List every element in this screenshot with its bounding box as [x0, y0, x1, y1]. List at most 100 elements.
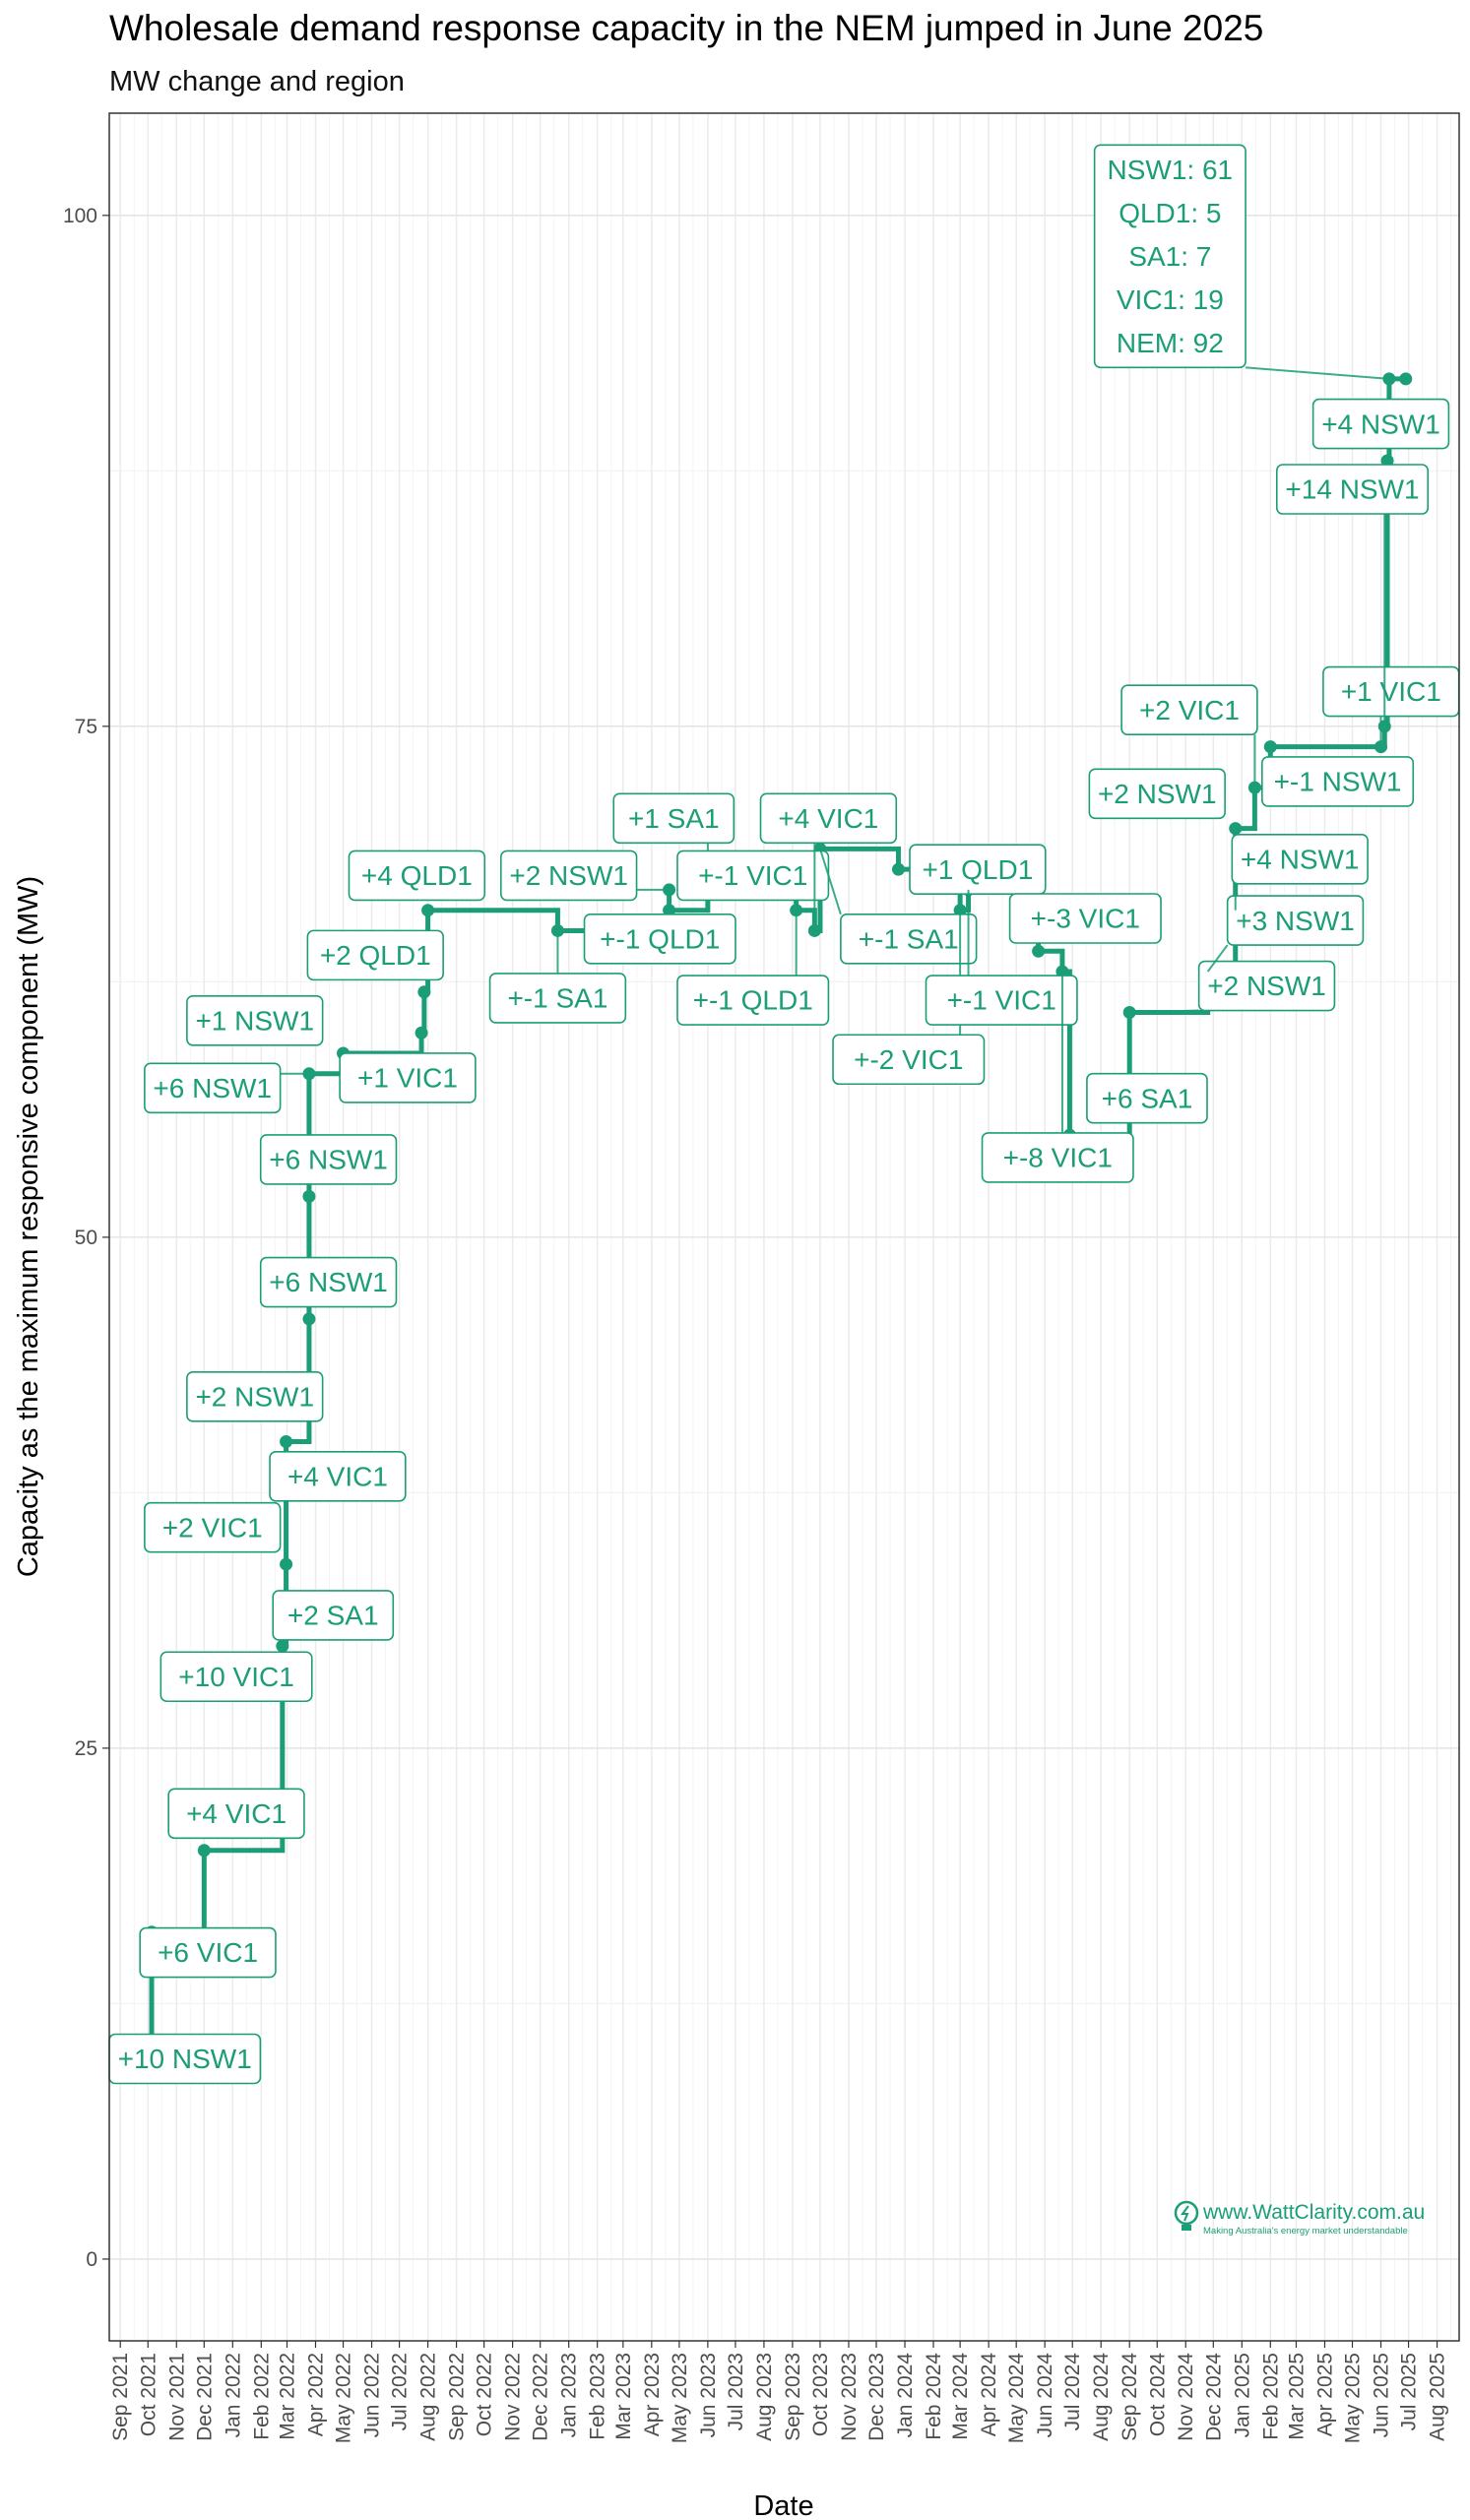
summary-label: SA1: 7 — [1128, 241, 1211, 272]
x-tick-label: May 2022 — [333, 2353, 355, 2443]
data-label: +4 NSW1 — [1241, 844, 1360, 874]
x-tick-label: Sep 2022 — [446, 2353, 469, 2441]
y-tick-label: 25 — [75, 1737, 97, 1760]
data-label: +-3 VIC1 — [1031, 904, 1140, 934]
x-tick-label: Apr 2024 — [978, 2353, 1000, 2437]
data-point — [417, 985, 431, 999]
x-tick-label: Mar 2022 — [276, 2353, 298, 2440]
x-tick-label: Apr 2022 — [304, 2353, 327, 2436]
chart-subtitle: MW change and region — [109, 66, 405, 97]
axes: Sep 2021 Oct 2021 Nov 2021 Dec 2021 Jan 2022… — [63, 205, 1449, 2443]
data-label: +1 VIC1 — [1341, 676, 1441, 707]
data-label-box — [981, 1132, 1134, 1183]
data-label: +6 NSW1 — [153, 1073, 272, 1103]
data-label-box — [909, 844, 1047, 895]
x-tick-label: Jun 2023 — [697, 2353, 720, 2437]
data-point — [197, 1844, 211, 1858]
y-tick-label: 100 — [63, 205, 97, 227]
data-label: +-1 VIC1 — [698, 860, 807, 891]
y-tick-label: 50 — [75, 1227, 97, 1249]
data-label: +2 NSW1 — [509, 860, 628, 891]
data-label-box — [1086, 1072, 1208, 1124]
x-tick-label: Oct 2021 — [137, 2353, 160, 2436]
x-tick-label: Jan 2024 — [894, 2353, 917, 2438]
x-tick-label: Oct 2023 — [809, 2353, 832, 2436]
x-tick-label: Jul 2024 — [1061, 2353, 1084, 2431]
x-tick-label: Feb 2024 — [923, 2353, 945, 2440]
y-axis-title: Capacity as the maximum responsive compo… — [13, 876, 44, 1577]
data-label-box — [160, 1651, 313, 1703]
x-tick-label: Dec 2024 — [1202, 2353, 1225, 2441]
data-label-box — [1261, 756, 1415, 807]
chart-title: Wholesale demand response capacity in th… — [109, 8, 1263, 48]
watermark-tagline: Making Australia's energy market underst… — [1203, 2226, 1408, 2236]
data-label: +6 VIC1 — [158, 1937, 258, 1968]
data-label-box — [832, 1034, 986, 1086]
data-label: +10 VIC1 — [178, 1662, 294, 1692]
summary-label: VIC1: 19 — [1117, 284, 1224, 315]
x-tick-label: May 2025 — [1342, 2353, 1365, 2443]
data-point — [1399, 372, 1413, 386]
data-label-box — [306, 929, 444, 981]
x-tick-label: Mar 2023 — [612, 2353, 635, 2440]
x-tick-label: Jul 2023 — [725, 2353, 747, 2430]
data-label: +2 QLD1 — [320, 940, 431, 971]
data-label: +4 VIC1 — [186, 1798, 287, 1829]
data-label: +2 SA1 — [288, 1601, 379, 1631]
data-point — [663, 904, 676, 917]
x-tick-label: Jan 2025 — [1231, 2353, 1253, 2437]
watermark: www.WattClarity.com.au Making Australia's… — [1174, 2200, 1425, 2236]
x-tick-label: Mar 2025 — [1285, 2353, 1308, 2440]
data-label: +2 VIC1 — [1139, 695, 1240, 725]
data-point — [415, 1026, 428, 1040]
x-tick-label: Sep 2024 — [1118, 2353, 1141, 2441]
x-tick-label: Jul 2022 — [389, 2353, 412, 2430]
x-tick-label: Feb 2023 — [587, 2353, 609, 2440]
x-tick-label: Dec 2022 — [530, 2353, 552, 2441]
x-tick-label: Nov 2024 — [1175, 2353, 1197, 2441]
data-label-box — [1088, 768, 1226, 820]
label-leader-line — [1206, 944, 1229, 973]
data-label-box — [139, 1926, 277, 1979]
x-tick-label: Sep 2021 — [109, 2353, 132, 2441]
data-label: +6 SA1 — [1102, 1083, 1193, 1113]
x-tick-label: Apr 2025 — [1313, 2353, 1336, 2436]
data-label-box — [499, 850, 638, 902]
x-tick-label: Dec 2021 — [193, 2353, 216, 2441]
x-tick-label: Aug 2024 — [1090, 2353, 1113, 2441]
data-point — [280, 1557, 293, 1571]
x-tick-label: Feb 2022 — [250, 2353, 273, 2440]
data-point — [1229, 822, 1243, 836]
data-label-box — [583, 913, 736, 965]
x-tick-label: Oct 2022 — [474, 2353, 496, 2436]
data-label-box — [759, 792, 898, 845]
grid — [109, 113, 1459, 2341]
data-label: +2 VIC1 — [162, 1512, 263, 1543]
x-tick-label: Aug 2022 — [417, 2353, 440, 2441]
label-leader-line — [1245, 366, 1390, 380]
data-point — [1032, 944, 1046, 958]
data-label-box — [144, 1062, 282, 1114]
data-label-box — [1008, 893, 1162, 944]
summary-label: QLD1: 5 — [1118, 198, 1221, 228]
x-tick-label: Mar 2024 — [949, 2353, 972, 2440]
lightbulb-base-icon — [1182, 2225, 1191, 2231]
summary-label: NEM: 92 — [1117, 328, 1224, 358]
x-tick-label: Jan 2023 — [558, 2353, 581, 2437]
data-label: +2 NSW1 — [1207, 971, 1326, 1001]
data-label: +1 NSW1 — [195, 1005, 314, 1036]
data-label-box — [272, 1590, 395, 1641]
x-axis-title: Date — [753, 2490, 813, 2520]
data-label: +4 VIC1 — [288, 1461, 388, 1491]
summary-label: NSW1: 61 — [1108, 155, 1234, 185]
data-label: +2 NSW1 — [1098, 779, 1217, 809]
data-label-box — [144, 1501, 282, 1553]
watermark-text: www.WattClarity.com.au — [1202, 2201, 1425, 2224]
data-point — [421, 904, 435, 917]
x-tick-label: Nov 2023 — [838, 2353, 861, 2441]
data-label: +1 VIC1 — [357, 1063, 458, 1094]
x-tick-label: May 2024 — [1005, 2353, 1028, 2444]
data-point — [280, 1434, 293, 1448]
data-label: +14 NSW1 — [1285, 474, 1419, 505]
